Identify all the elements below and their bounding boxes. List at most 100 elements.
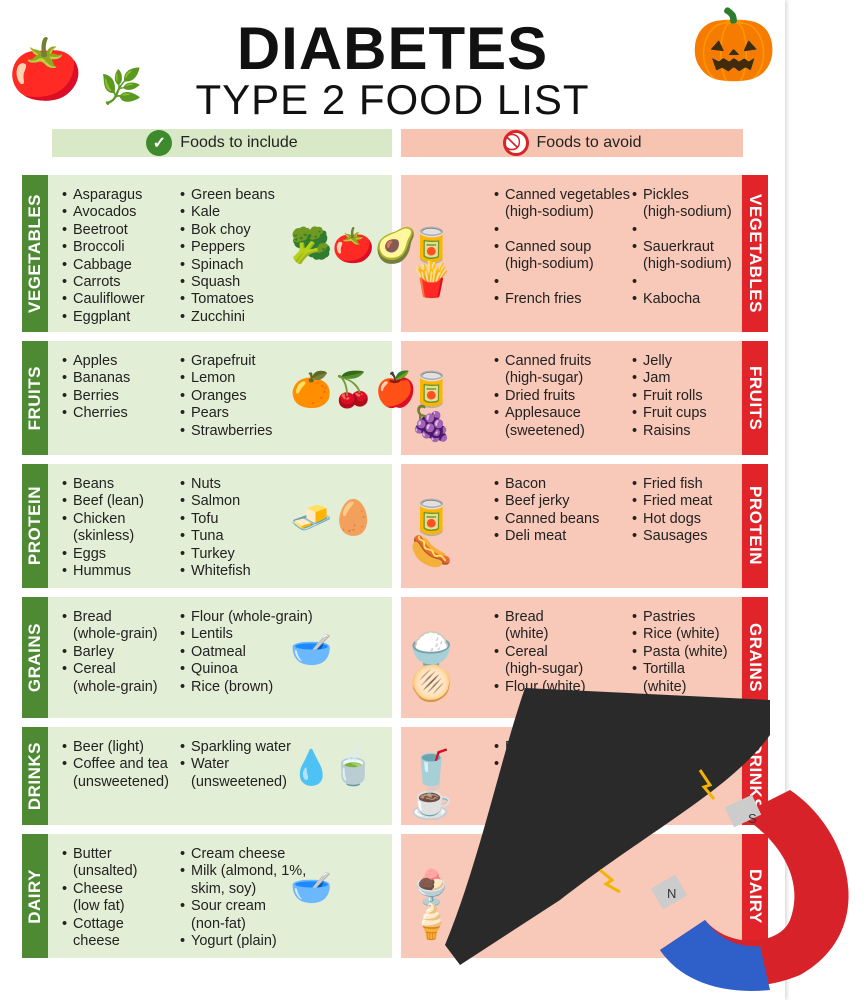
food-item: Cheese (low fat) <box>62 881 137 916</box>
food-item: Butter (unsalted) <box>62 846 137 881</box>
food-illustration: 🍊🍒🍎 <box>290 371 418 409</box>
category-label-include: DRINKS <box>22 727 48 825</box>
category-label-avoid: GRAINS <box>742 597 768 718</box>
food-item: Whitefish <box>180 563 251 581</box>
food-item: Canned vegetables (high-sodium) <box>494 187 630 222</box>
food-item: Beef (lean) <box>62 493 144 511</box>
food-illustration: 🥫🍟 <box>410 226 453 299</box>
food-item: Yogurt (plain) <box>180 933 306 951</box>
food-item: Coffee and tea (unsweetened) <box>62 756 169 791</box>
food-item: Cereal (high-sugar) <box>494 644 586 679</box>
avoid-list: PastriesRice (white)Pasta (white)Tortill… <box>632 609 728 696</box>
food-item: Broccoli <box>62 239 145 257</box>
food-item: Beef jerky <box>494 493 599 511</box>
food-item: Fried meat <box>632 493 712 511</box>
food-illustration: 🥣 <box>290 630 333 669</box>
food-item: Kale <box>180 204 275 222</box>
food-item: Chicken (skinless) <box>62 511 144 546</box>
include-list: GrapefruitLemonOrangesPearsStrawberries <box>180 353 272 440</box>
food-item: Beans <box>62 476 144 494</box>
food-item: Cereal (whole-grain) <box>62 661 158 696</box>
food-item: Tuna <box>180 528 251 546</box>
food-item: Grapefruit <box>180 353 272 371</box>
food-item: Spinach <box>180 257 275 275</box>
include-list: Green beansKaleBok choyPeppersSpinachSqu… <box>180 187 275 327</box>
spacer <box>632 274 732 291</box>
spark-icon <box>698 769 716 800</box>
include-header-label: Foods to include <box>180 134 298 151</box>
food-illustration: 🥫🍇 <box>410 371 453 443</box>
food-item: Lentils <box>180 626 313 644</box>
food-item: Tortilla (white) <box>632 661 728 696</box>
food-item: Berries <box>62 388 130 406</box>
include-list: Beer (light)Coffee and tea (unsweetened) <box>62 739 169 791</box>
food-item: Asparagus <box>62 187 145 205</box>
avoid-list: Canned vegetables (high-sodium) Canned so… <box>494 187 630 308</box>
food-item: Lemon <box>180 370 272 388</box>
food-item: Cherries <box>62 405 130 423</box>
checkmark-icon: ✓ <box>146 130 173 156</box>
food-item: Zucchini <box>180 309 275 327</box>
category-name: GRAINS <box>746 622 765 693</box>
food-item: Cabbage <box>62 257 145 275</box>
avoid-list: JellyJamFruit rollsFruit cupsRaisins <box>632 353 707 440</box>
food-illustration: 🥤☕ <box>410 749 453 821</box>
food-item: Fruit cups <box>632 405 707 423</box>
food-item: Pears <box>180 405 272 423</box>
spacer <box>632 222 732 239</box>
food-item: Sparkling water <box>180 739 291 757</box>
food-item: Salmon <box>180 493 251 511</box>
spacer <box>494 274 630 291</box>
food-illustration: 🍚🫓 <box>410 630 453 703</box>
food-item: French fries <box>494 291 630 309</box>
category-label-avoid: DAIRY <box>742 834 768 958</box>
food-illustration: 🥣 <box>290 869 333 907</box>
food-item: Dried fruits <box>494 388 591 406</box>
include-list: Bread (whole-grain)BarleyCereal (whole-g… <box>62 609 158 696</box>
food-item: Bananas <box>62 370 130 388</box>
category-name: DRINKS <box>746 741 765 811</box>
food-item: Pastries <box>632 609 728 627</box>
avoid-list: Fried fishFried meatHot dogsSausages <box>632 476 712 546</box>
food-item: Flour (whole-grain) <box>180 609 313 627</box>
food-illustration: 🥫🌭 <box>410 499 453 571</box>
food-item: Cottage cheese <box>62 916 137 951</box>
food-item: Bok choy <box>180 222 275 240</box>
food-illustration: 🍨🍦 <box>410 869 453 941</box>
food-item: Fried fish <box>632 476 712 494</box>
food-item: Milk (almond, 1%, skim, soy) <box>180 863 306 898</box>
magnet-south-label: S <box>748 811 757 826</box>
food-item: Hot dogs <box>632 511 712 529</box>
food-item: Water (unsweetened) <box>180 756 291 791</box>
include-header: ✓ Foods to include <box>52 129 392 157</box>
food-item: Kabocha <box>632 291 732 309</box>
food-item: Apples <box>62 353 130 371</box>
poster: 🍅 🌿 🎃 DIABETES TYPE 2 FOOD LIST ✓ Foods … <box>0 0 785 1000</box>
food-item: Sauerkraut (high-sodium) <box>632 239 732 274</box>
include-list: AsparagusAvocadosBeetrootBroccoliCabbage… <box>62 187 145 327</box>
food-item: Quinoa <box>180 661 313 679</box>
food-item: Canned fruits (high-sugar) <box>494 353 591 388</box>
food-item: Eggplant <box>62 309 145 327</box>
food-illustration: 🧈🥚 <box>290 499 375 537</box>
title: DIABETES <box>236 15 549 82</box>
avoid-list: Canned fruits (high-sugar)Dried fruitsAp… <box>494 353 591 440</box>
food-item: Green beans <box>180 187 275 205</box>
food-item: Cauliflower <box>62 291 145 309</box>
food-item: Nuts <box>180 476 251 494</box>
food-item: Bread (white) <box>494 609 586 644</box>
include-list: Cream cheeseMilk (almond, 1%, skim, soy)… <box>180 846 306 951</box>
peeled-magnetic-sheet <box>445 688 770 965</box>
include-list: Sparkling waterWater (unsweetened) <box>180 739 291 791</box>
food-item: Turkey <box>180 546 251 564</box>
food-item: Peppers <box>180 239 275 257</box>
food-item: Canned soup (high-sodium) <box>494 239 630 274</box>
food-item: Beer (light) <box>62 739 169 757</box>
spark-icon <box>599 868 621 894</box>
category-label-avoid: VEGETABLES <box>742 175 768 332</box>
food-illustration: 🥦🍅🥑 <box>290 226 418 265</box>
category-name: FRUITS <box>746 365 765 431</box>
spacer <box>494 222 630 239</box>
food-item: Raisins <box>632 423 707 441</box>
category-label-avoid: PROTEIN <box>742 464 768 588</box>
